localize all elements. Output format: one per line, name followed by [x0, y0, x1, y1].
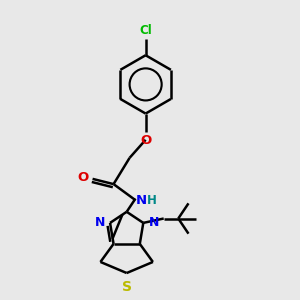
Text: S: S	[122, 280, 132, 294]
Text: N: N	[136, 194, 147, 207]
Text: O: O	[140, 134, 151, 147]
Text: N: N	[148, 216, 159, 230]
Text: N: N	[94, 216, 105, 230]
Text: Cl: Cl	[139, 24, 152, 37]
Text: H: H	[146, 194, 156, 207]
Text: O: O	[77, 171, 88, 184]
